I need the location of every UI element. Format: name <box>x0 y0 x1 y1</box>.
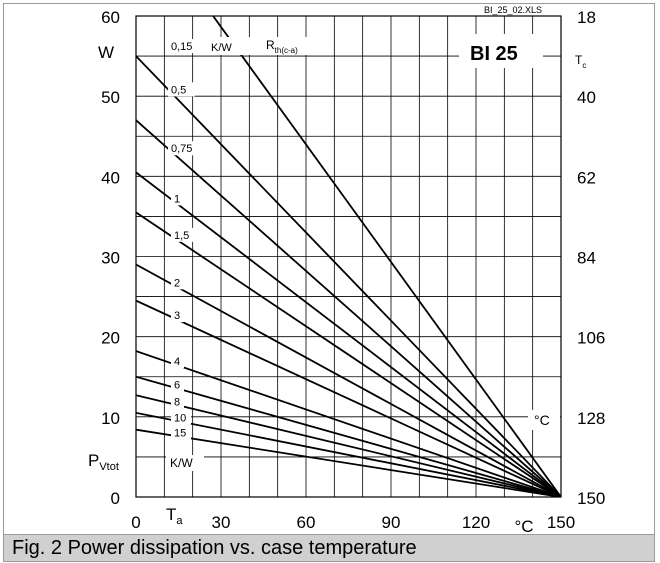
x-tick-label: 30 <box>212 513 231 532</box>
y2-tick-label: 18 <box>577 8 596 27</box>
file-label-bg <box>482 4 561 15</box>
series-line <box>136 55 561 497</box>
x-tick-label: 60 <box>297 513 316 532</box>
series-label-bg <box>168 82 195 97</box>
file-label: BI_25_02.XLS <box>484 5 542 15</box>
series-label: 8 <box>174 396 180 408</box>
series-label: 10 <box>174 412 186 424</box>
y-axis-unit: W <box>98 43 114 62</box>
series-label: 2 <box>174 277 180 289</box>
series-label-bg <box>171 410 191 425</box>
series-label-bg <box>171 354 184 369</box>
y-tick-label: 60 <box>101 8 120 27</box>
series-label: 0,15 <box>171 41 192 53</box>
y-tick-label: 40 <box>101 168 120 187</box>
series-label: 3 <box>174 310 180 322</box>
series-header-unit: K/W <box>211 42 232 54</box>
series-line <box>136 375 561 497</box>
x-axis-unit: °C <box>514 517 533 536</box>
series-header-bg <box>208 37 316 55</box>
series-label-bg <box>168 141 202 156</box>
x-tick-label: 150 <box>547 513 575 532</box>
series-label-bg <box>168 39 202 53</box>
y2-axis-unit-bg <box>528 410 560 430</box>
y2-tick-label: 106 <box>577 329 605 348</box>
chart-frame: 0,15 0,5 0,75 1 1,5 2 3 4 6 8 10 15 K/W Rth(c-a) K/W BI… <box>3 3 655 536</box>
series-label: 6 <box>174 380 180 392</box>
x-tick-label: 0 <box>131 513 140 532</box>
series-label-bg <box>171 191 184 206</box>
figure-caption: Fig. 2 Power dissipation vs. case temper… <box>12 537 417 559</box>
series-line <box>136 171 561 497</box>
series-line <box>136 299 561 497</box>
series-label-bg <box>171 394 184 409</box>
y2-tick-label: 40 <box>577 88 596 107</box>
chart-title: BI 25 <box>470 43 518 65</box>
series-line <box>136 394 561 497</box>
y2-tick-label: 128 <box>577 409 605 428</box>
series-label: 15 <box>174 428 186 440</box>
series-line <box>136 119 561 497</box>
y-axis-label: PVtot <box>88 451 119 473</box>
y2-axis-unit: °C <box>534 412 550 428</box>
y-tick-label: 50 <box>101 88 120 107</box>
series-header-label: Rth(c-a) <box>266 38 298 55</box>
series-label-bg <box>171 275 184 290</box>
y-tick-label: 10 <box>101 409 120 428</box>
series-line <box>136 211 561 497</box>
title-bg <box>459 34 543 68</box>
series-label: 4 <box>174 356 180 368</box>
series-line <box>136 350 561 497</box>
series-label: 1 <box>174 193 180 205</box>
series-unit-bottom: K/W <box>170 456 193 470</box>
series-label-bg <box>171 425 191 440</box>
series-label: 1,5 <box>174 230 189 242</box>
series-unit-bottom-bg <box>166 455 204 471</box>
power-dissipation-chart: 0,15 0,5 0,75 1 1,5 2 3 4 6 8 10 15 K/W Rth(c-a) K/W BI… <box>88 4 605 536</box>
x-axis-label: Ta <box>166 505 183 527</box>
y2-axis-label: Tc <box>575 53 586 70</box>
y-tick-label: 30 <box>101 249 120 268</box>
series-line <box>136 428 561 497</box>
x-tick-label: 120 <box>462 513 490 532</box>
series-line <box>136 263 561 497</box>
y2-tick-label: 150 <box>577 489 605 508</box>
series-line <box>212 16 561 497</box>
y-tick-label: 20 <box>101 329 120 348</box>
plot-border <box>135 15 562 498</box>
series-label-bg <box>171 308 184 323</box>
series-line <box>136 411 561 497</box>
series-label: 0,5 <box>171 84 186 96</box>
y2-tick-label: 84 <box>577 249 596 268</box>
series-label-bg <box>171 377 184 392</box>
series-label: 0,75 <box>171 143 192 155</box>
y-tick-label: 0 <box>111 489 120 508</box>
x-tick-label: 90 <box>382 513 401 532</box>
caption-bar: Fig. 2 Power dissipation vs. case temper… <box>3 535 655 562</box>
series-label-bg <box>171 227 198 242</box>
y2-tick-label: 62 <box>577 168 596 187</box>
